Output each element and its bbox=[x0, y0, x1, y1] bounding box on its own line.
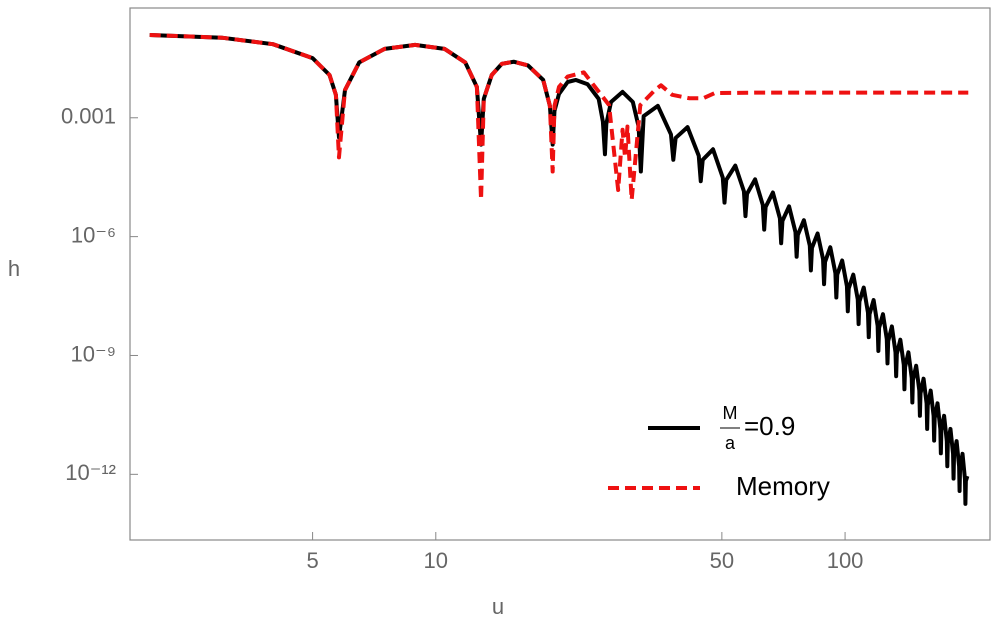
data-line bbox=[149, 32, 969, 202]
y-axis-label: h bbox=[8, 256, 20, 281]
legend-label: =0.9 bbox=[744, 411, 795, 441]
plot-frame bbox=[129, 7, 991, 541]
y-tick-label: 10⁻¹² bbox=[65, 460, 116, 485]
x-tick-label: 5 bbox=[306, 548, 318, 573]
legend-label: Memory bbox=[736, 471, 830, 501]
y-tick-label: 10⁻⁶ bbox=[71, 222, 116, 247]
y-tick-label: 10⁻⁹ bbox=[70, 341, 116, 366]
x-tick-label: 10 bbox=[424, 548, 448, 573]
fraction-numerator: M bbox=[723, 403, 738, 423]
legend-fraction: Ma bbox=[720, 403, 740, 453]
data-line bbox=[149, 32, 970, 506]
x-tick-label: 100 bbox=[827, 548, 864, 573]
x-axis-label: u bbox=[492, 594, 504, 619]
x-tick-label: 50 bbox=[710, 548, 734, 573]
y-tick-label: 0.001 bbox=[61, 104, 116, 129]
fraction-denominator: a bbox=[725, 433, 736, 453]
